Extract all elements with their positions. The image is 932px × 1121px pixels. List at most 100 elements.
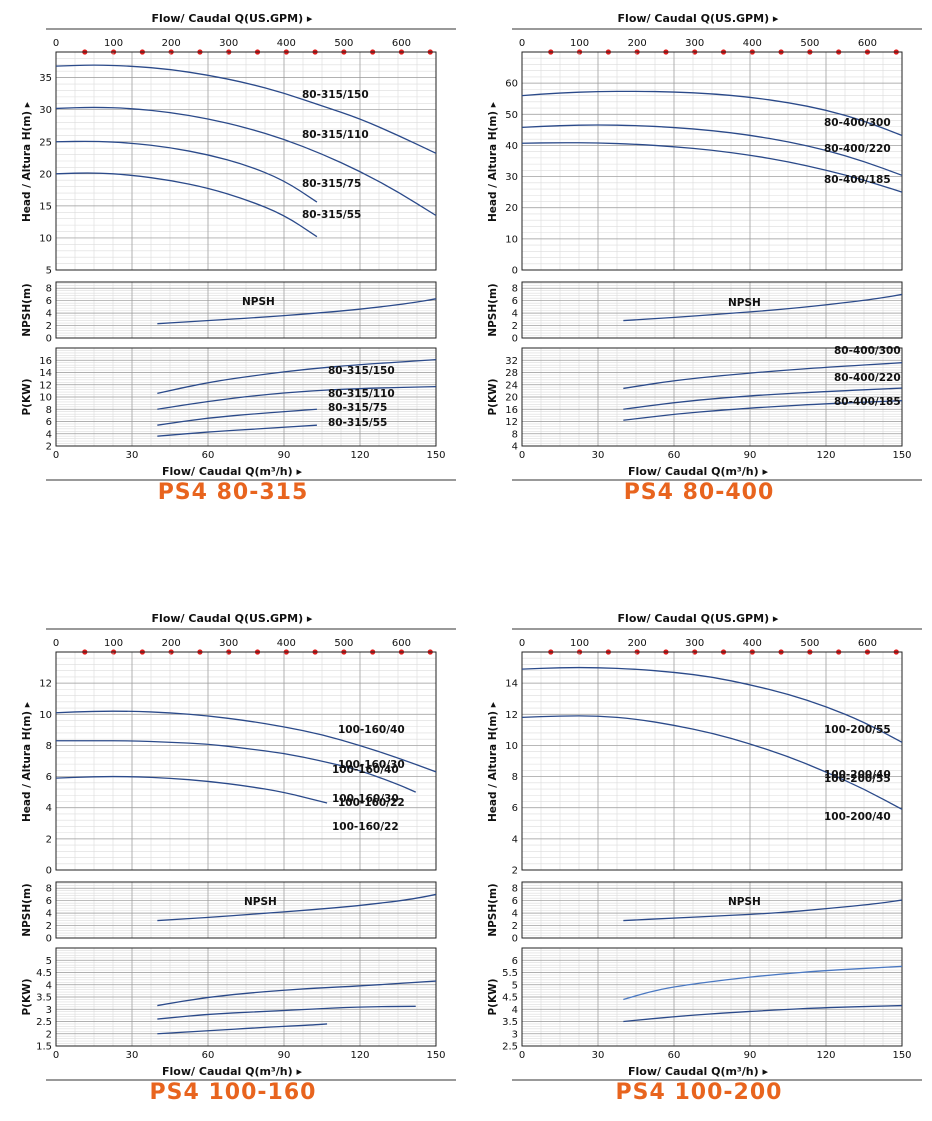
chart-panel-1: Flow/ Caudal Q(US.GPM) ▸ 0 100 200 300 400 500… (0, 0, 466, 520)
series-label: NPSH (244, 896, 277, 908)
y-tick-label: 12 (39, 679, 52, 690)
y-axis-label: Head / Altura H(m) ▸ (487, 701, 499, 822)
gpm-tick-label: 100 (104, 638, 123, 649)
series-label: 80-315/75 (302, 178, 361, 190)
y-tick-label: 4 (512, 1005, 518, 1016)
y-tick-label: 4 (46, 309, 52, 320)
top-axis-label: Flow/ Caudal Q(US.GPM) ▸ (152, 12, 313, 25)
y-tick-label: 4 (512, 442, 518, 453)
y-tick-label: 14 (39, 368, 52, 379)
y-axis-label: NPSH(m) (21, 283, 33, 336)
chart-svg-4: Flow/ Caudal Q(US.GPM) ▸0 100 200 300 400 500… (487, 612, 922, 1081)
gpm-tick-label: 0 (53, 638, 59, 649)
y-tick-label: 4 (512, 309, 518, 320)
chart-panel-3: Flow/ Caudal Q(US.GPM) ▸ 0 100 200 300 400 500… (0, 600, 466, 1120)
npsh-subplot: 0 24 68 NPSH(m) NPSH (487, 881, 903, 945)
gpm-tick-label: 200 (162, 638, 181, 649)
series-label: 100-200/40 (824, 769, 891, 781)
plot-frame (521, 881, 903, 939)
x-tick-label: 60 (668, 1050, 681, 1061)
power-subplot: 1.522.533.544.55P(KW)100-160/40100-160/3… (21, 764, 437, 1053)
chart-panel-2: Flow/ Caudal Q(US.GPM) ▸ 0 100 200 300 400 500… (466, 0, 932, 520)
series-line (157, 1005, 416, 1020)
series-label: 100-160/40 (338, 724, 405, 736)
gpm-tick-label: 100 (570, 38, 589, 49)
y-tick-label: 6 (46, 896, 52, 907)
chart-body: Flow/ Caudal Q(US.GPM) ▸0 100 200 300 400 500… (21, 12, 456, 481)
series-label: NPSH (728, 896, 761, 908)
y-tick-label: 2 (512, 321, 518, 332)
gpm-tick-label: 100 (104, 38, 123, 49)
plot-frame (55, 651, 437, 871)
x-tick-label: 60 (202, 450, 215, 461)
y-tick-label: 3.5 (502, 1017, 518, 1028)
head-subplot: 2 4 6 8 10 12 14 Head / Altura H(m) ▸ 100-200/55… (487, 651, 903, 877)
y-tick-label: 8 (512, 284, 518, 295)
y-tick-label: 10 (505, 234, 518, 245)
y-tick-label: 0 (512, 934, 518, 945)
y-axis-label: NPSH(m) (487, 883, 499, 936)
y-tick-label: 2.5 (36, 1017, 52, 1028)
x-tick-label: 0 (519, 450, 525, 461)
plot-frame (521, 347, 903, 447)
gpm-tick-label: 400 (743, 638, 762, 649)
series-label: 100-200/55 (824, 773, 891, 785)
x-tick-label: 90 (744, 1050, 757, 1061)
gpm-tick-label: 500 (800, 638, 819, 649)
series-line (623, 1004, 903, 1023)
y-tick-label: 14 (505, 679, 518, 690)
series-label: 80-315/55 (302, 209, 361, 221)
chart-svg-2: Flow/ Caudal Q(US.GPM) ▸0 100 200 300 400 500… (487, 12, 922, 481)
y-tick-label: 6 (512, 803, 518, 814)
y-tick-label: 0 (46, 934, 52, 945)
y-tick-label: 6 (512, 956, 518, 967)
chart-body: Flow/ Caudal Q(US.GPM) ▸0 100 200 300 400 500… (487, 12, 922, 481)
x-tick-label: 60 (202, 1050, 215, 1061)
y-tick-label: 3 (512, 1029, 518, 1040)
y-tick-label: 12 (39, 380, 52, 391)
y-tick-label: 4 (46, 803, 52, 814)
y-tick-label: 20 (39, 169, 52, 180)
y-tick-label: 6 (512, 296, 518, 307)
series-line (521, 715, 903, 810)
y-tick-label: 12 (505, 710, 518, 721)
series-line (55, 775, 328, 804)
y-tick-label: 16 (505, 405, 518, 416)
gpm-tick-label: 300 (685, 638, 704, 649)
series-line (157, 298, 437, 325)
gpm-tick-label: 500 (334, 38, 353, 49)
gpm-tick-label: 0 (519, 638, 525, 649)
series-label: 80-400/185 (834, 396, 901, 408)
series-line (157, 893, 437, 922)
y-tick-label: 10 (505, 741, 518, 752)
plot-frame (55, 51, 437, 271)
y-tick-label: 40 (505, 141, 518, 152)
y-tick-label: 2 (46, 1029, 52, 1040)
x-tick-label: 30 (126, 1050, 139, 1061)
y-tick-label: 3 (46, 1005, 52, 1016)
y-axis-label: P(KW) (21, 978, 33, 1015)
series-label: 80-315/75 (328, 402, 387, 414)
y-tick-label: 20 (505, 393, 518, 404)
y-tick-label: 2 (46, 442, 52, 453)
y-tick-label: 4 (512, 834, 518, 845)
plot-frame (521, 947, 903, 1047)
x-tick-label: 150 (892, 450, 911, 461)
y-tick-label: 28 (505, 368, 518, 379)
y-tick-label: 4 (46, 909, 52, 920)
head-subplot: 0 10 20 30 40 50 60 Head / Altura H(m) ▸ 80-400/… (487, 51, 903, 277)
series-label: 100-160/22 (332, 821, 399, 833)
y-tick-label: 12 (505, 417, 518, 428)
series-label: 80-400/220 (834, 372, 901, 384)
y-tick-label: 0 (512, 334, 518, 345)
series-line (521, 90, 903, 137)
y-tick-label: 2 (512, 866, 518, 877)
series-label: 80-315/150 (302, 89, 369, 101)
y-tick-label: 3.5 (36, 993, 52, 1004)
gpm-tick-label: 600 (858, 638, 877, 649)
y-tick-label: 8 (512, 884, 518, 895)
y-tick-label: 2 (46, 834, 52, 845)
y-tick-label: 15 (39, 201, 52, 212)
gpm-tick-label: 600 (858, 38, 877, 49)
